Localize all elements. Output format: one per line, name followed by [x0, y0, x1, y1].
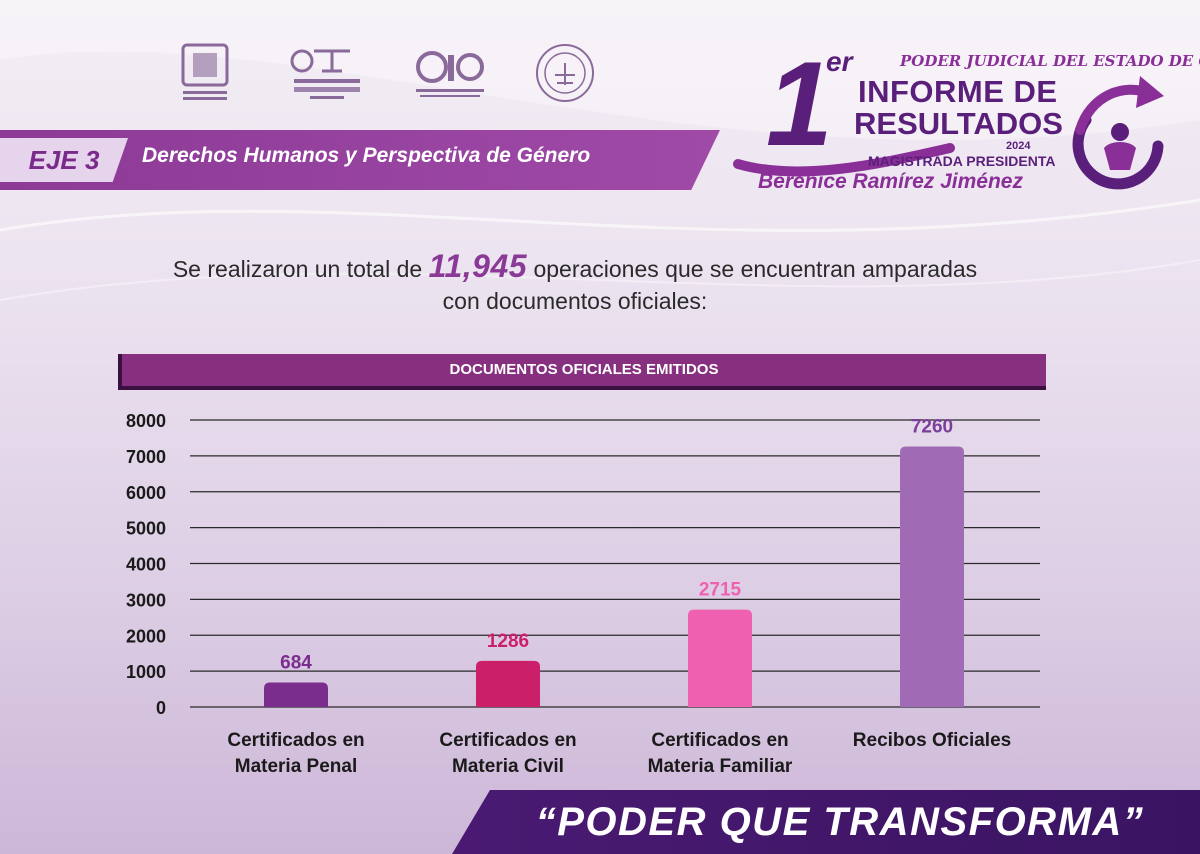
report-year: 2024 [1006, 140, 1031, 152]
cjo-logo-icon [410, 38, 490, 108]
summary-before: Se realizaron un total de [172, 256, 429, 282]
x-category-label: Materia Familiar [648, 756, 793, 777]
data-label: 7260 [911, 417, 953, 438]
informe-line2: RESULTADOS [854, 106, 1063, 141]
eje-title: Derechos Humanos y Perspectiva de Género [142, 144, 591, 167]
bar [476, 660, 540, 707]
role-title: MAGISTRADA PRESIDENTA [868, 153, 1056, 169]
y-tick-label: 5000 [126, 519, 166, 539]
x-category-label: Materia Penal [235, 756, 358, 777]
summary-text: Se realizaron un total de 11,945 operaci… [0, 250, 1150, 317]
summary-line1: Se realizaron un total de 11,945 operaci… [0, 250, 1150, 285]
summary-total: 11,945 [428, 248, 528, 284]
slogan: “PODER QUE TRANSFORMA” [535, 800, 1145, 844]
summary-line2: con documentos oficiales: [442, 288, 708, 314]
y-tick-label: 8000 [126, 411, 166, 431]
big-one: 1 [766, 37, 833, 171]
bar [900, 446, 964, 707]
data-label: 1286 [487, 631, 529, 652]
y-tick-label: 7000 [126, 447, 166, 467]
tribunal-superior-logo-icon [280, 38, 370, 108]
x-category-label: Materia Civil [452, 756, 564, 777]
y-tick-label: 3000 [126, 590, 166, 610]
bar [264, 682, 328, 707]
eje-label: EJE 3 [0, 138, 128, 182]
summary-after: operaciones que se encuentran amparadas [527, 256, 978, 282]
y-tick-label: 1000 [126, 662, 166, 682]
bar-chart: 0 1000 2000 3000 4000 5000 6000 7000 8000 684 Cert… [126, 411, 1040, 777]
x-category-label: Certificados en [227, 730, 364, 751]
data-label: 684 [280, 652, 312, 673]
informe-brand: PODER JUDICIAL DEL ESTADO DE OAXACA 1 er… [730, 37, 1200, 214]
round-seal-logo-icon [530, 38, 600, 108]
chart-title: DOCUMENTOS OFICIALES EMITIDOS [118, 354, 1046, 390]
y-tick-label: 6000 [126, 483, 166, 503]
person-arrow-emblem-icon [1072, 76, 1164, 190]
footer-banner [452, 790, 1200, 854]
x-category-label: Recibos Oficiales [853, 730, 1011, 751]
brand-swoosh-icon [733, 143, 955, 177]
institution-logos [170, 38, 600, 108]
y-tick-label: 0 [156, 698, 166, 718]
bar [688, 609, 752, 707]
y-tick-label: 4000 [126, 555, 166, 575]
x-category-label: Certificados en [651, 730, 788, 751]
president-name: Berenice Ramírez Jiménez [758, 170, 1023, 193]
court-name: PODER JUDICIAL DEL ESTADO DE OAXACA [900, 52, 1200, 70]
y-tick-label: 2000 [126, 626, 166, 646]
x-category-label: Certificados en [439, 730, 576, 751]
data-label: 2715 [699, 580, 742, 601]
poder-judicial-logo-icon [170, 38, 240, 108]
informe-line1: INFORME DE [858, 74, 1058, 109]
ordinal-suffix: er [826, 46, 853, 77]
